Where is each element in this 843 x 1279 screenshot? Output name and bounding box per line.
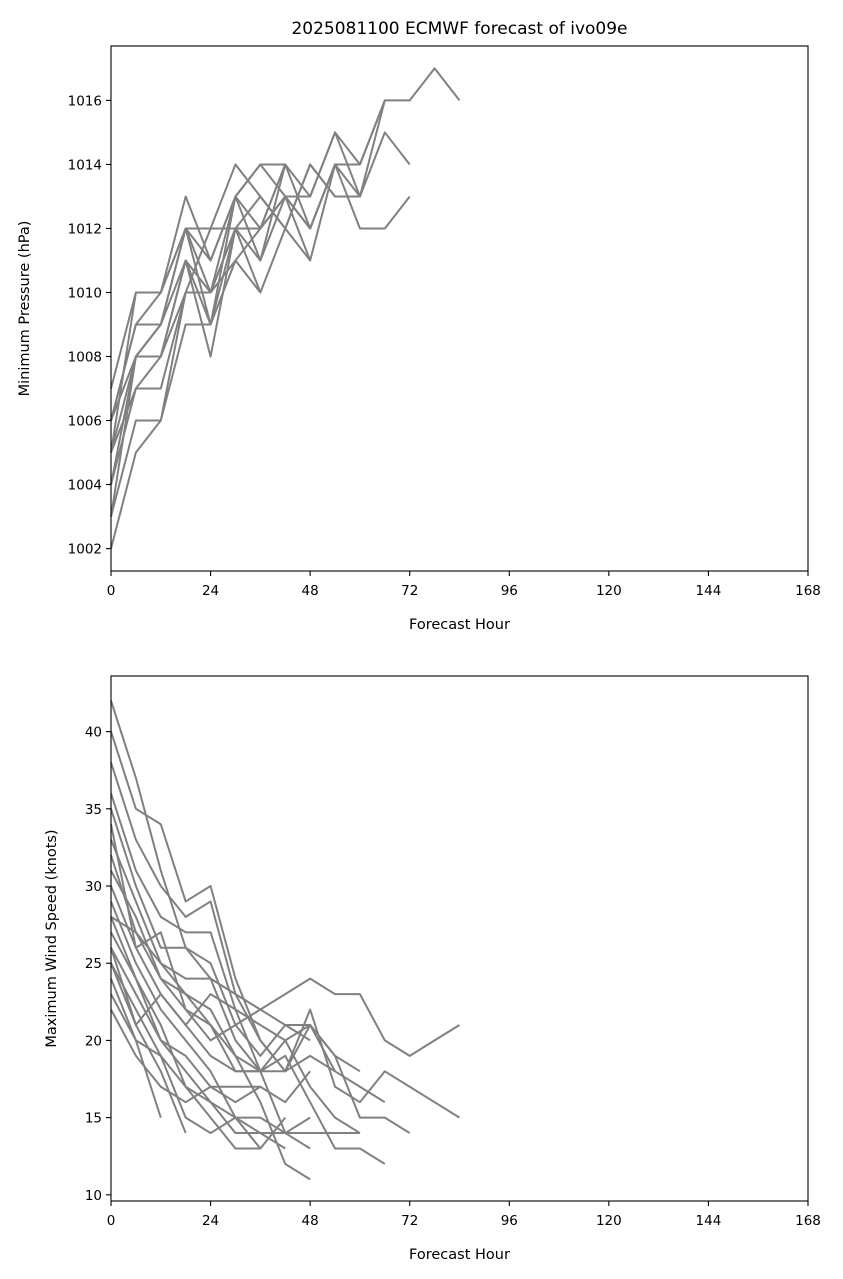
wind-x-axis-label: Forecast Hour: [409, 1247, 510, 1263]
pressure-x-tick-label: 144: [696, 583, 722, 599]
pressure-y-tick-label: 1002: [68, 542, 102, 558]
pressure-chart-title: 2025081100 ECMWF forecast of ivo09e: [291, 19, 627, 39]
pressure-x-tick-label: 72: [401, 583, 418, 599]
pressure-y-tick-label: 1016: [68, 93, 102, 109]
pressure-y-tick-label: 1006: [68, 414, 102, 430]
wind-x-tick-label: 144: [696, 1213, 722, 1229]
wind-y-tick-label: 40: [85, 725, 102, 741]
pressure-x-tick-label: 48: [302, 583, 319, 599]
wind-x-tick-label: 168: [795, 1213, 821, 1229]
wind-y-tick-label: 15: [85, 1111, 102, 1127]
pressure-y-tick-label: 1014: [68, 157, 102, 173]
wind-y-tick-label: 20: [85, 1033, 102, 1049]
pressure-x-axis-label: Forecast Hour: [409, 617, 510, 633]
wind-y-tick-label: 35: [85, 802, 102, 818]
pressure-x-tick-label: 168: [795, 583, 821, 599]
wind-y-tick-label: 25: [85, 956, 102, 972]
pressure-y-tick-label: 1004: [68, 478, 102, 494]
wind-x-tick-label: 0: [107, 1213, 116, 1229]
wind-x-tick-label: 24: [202, 1213, 219, 1229]
wind-x-tick-label: 96: [501, 1213, 518, 1229]
wind-y-tick-label: 30: [85, 879, 102, 895]
pressure-x-tick-label: 120: [596, 583, 622, 599]
pressure-x-tick-label: 96: [501, 583, 518, 599]
wind-y-axis-label: Maximum Wind Speed (knots): [44, 829, 60, 1047]
wind-x-tick-label: 48: [302, 1213, 319, 1229]
pressure-y-tick-label: 1008: [68, 350, 102, 366]
pressure-x-tick-label: 24: [202, 583, 219, 599]
pressure-x-tick-label: 0: [107, 583, 116, 599]
pressure-y-tick-label: 1012: [68, 221, 102, 237]
pressure-y-axis-label: Minimum Pressure (hPa): [17, 221, 33, 397]
wind-x-tick-label: 72: [401, 1213, 418, 1229]
wind-y-tick-label: 10: [85, 1188, 102, 1204]
pressure-y-tick-label: 1010: [68, 285, 102, 301]
wind-x-tick-label: 120: [596, 1213, 622, 1229]
